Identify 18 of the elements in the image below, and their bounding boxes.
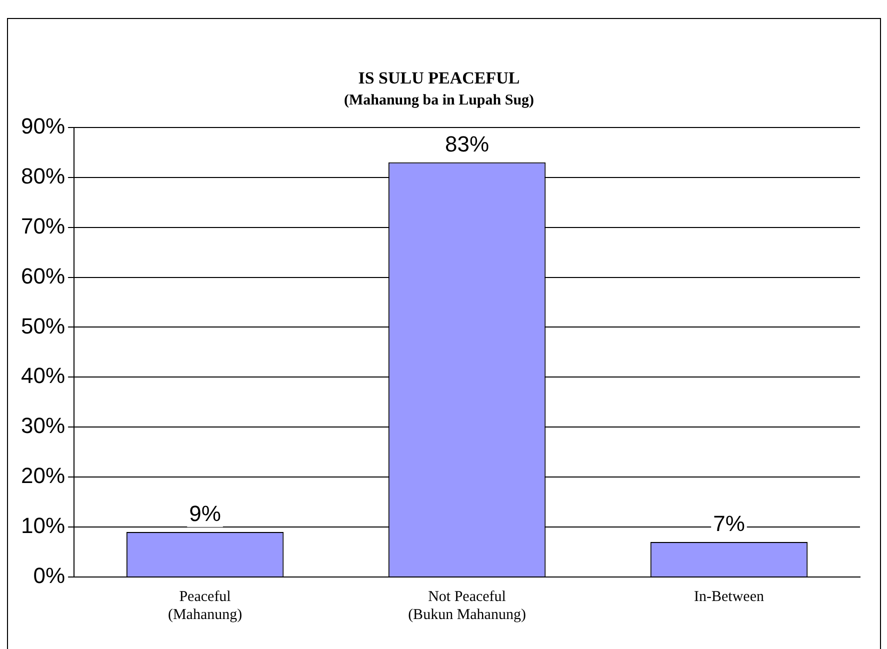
data-label: 9% — [189, 501, 221, 526]
y-tick-label: 60% — [20, 263, 66, 288]
y-tick-label: 10% — [20, 513, 66, 538]
chart-title: IS SULU PEACEFUL — [358, 68, 520, 88]
chart-subtitle: (Mahanung ba in Lupah Sug) — [344, 92, 534, 108]
y-tick-label: 70% — [20, 213, 66, 238]
x-tick-label: Peaceful (Mahanung) — [168, 588, 242, 623]
data-label: 7% — [713, 511, 745, 536]
y-tick-label: 90% — [20, 113, 66, 138]
y-tick-label: 20% — [20, 463, 66, 488]
data-label: 83% — [444, 131, 490, 156]
y-tick-label: 40% — [20, 363, 66, 388]
y-tick-label: 30% — [20, 413, 66, 438]
y-tick-label: 80% — [20, 163, 66, 188]
x-tick-label: In-Between — [694, 588, 764, 605]
y-tick-label: 0% — [33, 563, 66, 588]
y-tick-label: 50% — [20, 313, 66, 338]
x-tick-label: Not Peaceful (Bukun Mahanung) — [408, 588, 526, 623]
